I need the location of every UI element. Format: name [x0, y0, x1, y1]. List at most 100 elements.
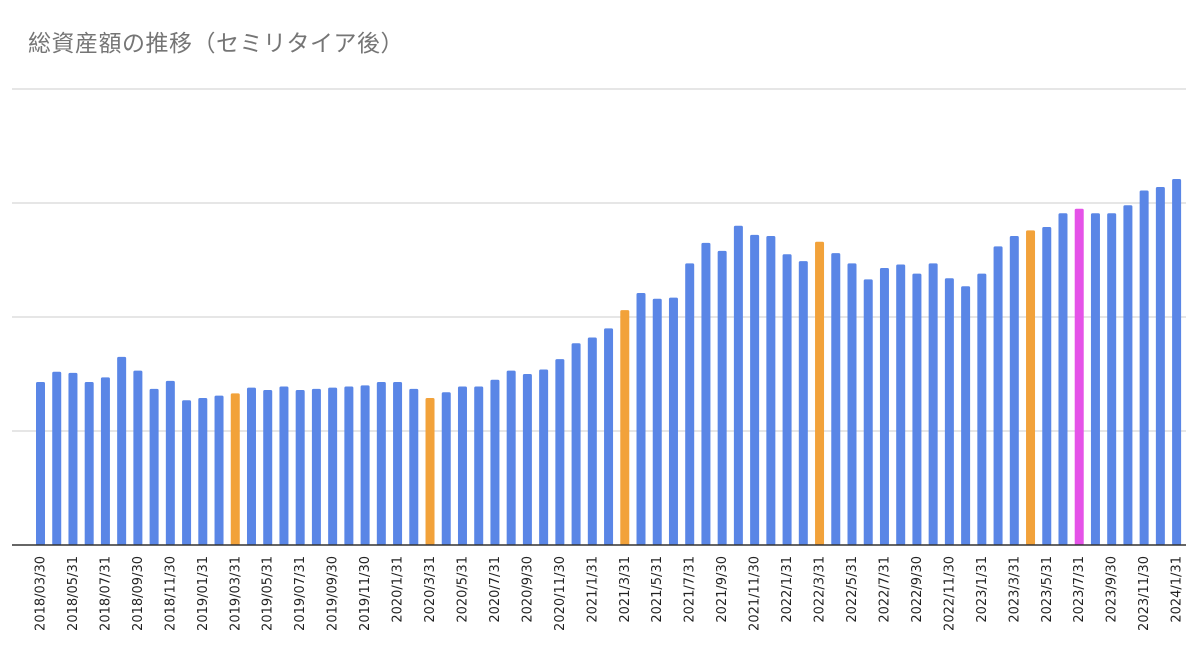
- bar: [214, 395, 224, 545]
- bar: [474, 386, 484, 545]
- x-tick-label: 2023/7/31: [1072, 556, 1087, 623]
- bar: [750, 234, 760, 546]
- bar: [344, 386, 354, 545]
- bar: [1074, 208, 1084, 545]
- bar: [1172, 179, 1182, 545]
- bar: [376, 381, 386, 545]
- x-tick-label: 2021/3/31: [618, 556, 633, 623]
- bar: [701, 242, 711, 545]
- bars: [36, 179, 1182, 546]
- bar: [1026, 230, 1036, 546]
- bar: [912, 273, 922, 545]
- bar: [1123, 205, 1133, 545]
- x-tick-label: 2019/05/31: [261, 556, 276, 631]
- bar: [587, 337, 597, 545]
- bar: [815, 241, 825, 545]
- bar: [620, 310, 630, 545]
- x-tick-label: 2023/3/31: [1007, 556, 1022, 623]
- x-tick-label: 2023/1/31: [975, 556, 990, 623]
- bar: [133, 370, 143, 545]
- bar: [393, 381, 403, 545]
- bar: [928, 263, 938, 545]
- bar: [717, 250, 727, 545]
- bar: [311, 388, 321, 545]
- bar: [490, 379, 500, 545]
- bar: [782, 254, 792, 546]
- bar: [52, 371, 62, 545]
- bar: [668, 297, 678, 545]
- bar: [522, 374, 532, 545]
- bar: [685, 263, 695, 545]
- bar: [555, 359, 565, 545]
- bar: [409, 388, 419, 545]
- x-tick-label: 2021/11/30: [748, 556, 763, 631]
- bar: [571, 343, 581, 545]
- bar: [84, 381, 94, 545]
- bar: [863, 279, 873, 545]
- bar: [1139, 190, 1149, 545]
- x-tick-label: 2020/9/30: [520, 556, 535, 623]
- x-tick-label: 2018/09/30: [131, 556, 146, 631]
- bar: [506, 370, 516, 545]
- gridlines: [12, 88, 1186, 432]
- bar: [117, 356, 127, 545]
- bar: [879, 267, 889, 545]
- bar: [165, 380, 175, 545]
- bar: [766, 236, 776, 545]
- bar: [36, 381, 45, 545]
- bar: [230, 393, 240, 545]
- x-tick-label: 2018/11/30: [163, 556, 178, 631]
- x-tick-label: 2024/1/31: [1170, 556, 1185, 623]
- bar: [279, 386, 289, 545]
- bar: [961, 286, 971, 545]
- bar: [1107, 213, 1117, 545]
- x-tick-label: 2022/7/31: [877, 556, 892, 623]
- x-tick-label: 2023/11/30: [1137, 556, 1152, 631]
- bar: [944, 278, 954, 545]
- bar: [295, 389, 305, 545]
- bar: [425, 397, 435, 545]
- x-tick-label: 2022/3/31: [813, 556, 828, 623]
- bar: [733, 225, 743, 546]
- bar: [652, 298, 662, 545]
- bar: [896, 264, 906, 545]
- bar: [993, 246, 1003, 545]
- x-tick-label: 2023/5/31: [1040, 556, 1055, 623]
- bar: [847, 263, 857, 545]
- bar: [798, 261, 808, 545]
- x-tick-label: 2019/01/31: [196, 556, 211, 631]
- x-tick-label: 2020/1/31: [391, 556, 406, 623]
- bar: [604, 328, 614, 545]
- bar: [457, 386, 467, 545]
- bar: [441, 392, 451, 545]
- x-tick-label: 2021/5/31: [650, 556, 665, 623]
- x-tick-label: 2022/5/31: [845, 556, 860, 623]
- x-tick-label: 2019/03/31: [228, 556, 243, 631]
- x-tick-label: 2020/5/31: [455, 556, 470, 623]
- bar: [1090, 213, 1100, 545]
- x-tick-label: 2019/07/31: [293, 556, 308, 631]
- bar: [831, 253, 841, 545]
- x-tick-label: 2018/05/31: [66, 556, 81, 631]
- bar: [1058, 213, 1068, 545]
- x-tick-label: 2018/03/30: [34, 556, 49, 631]
- bar: [182, 400, 192, 545]
- bar: [100, 377, 110, 545]
- x-tick-label: 2020/7/31: [488, 556, 503, 623]
- x-tick-label: 2019/11/30: [358, 556, 373, 631]
- x-tick-label: 2019/09/30: [326, 556, 341, 631]
- x-tick-label: 2018/07/31: [98, 556, 113, 631]
- bar: [636, 293, 646, 545]
- x-tick-label: 2022/9/30: [910, 556, 925, 623]
- x-tick-label: 2021/9/30: [715, 556, 730, 623]
- x-tick-label: 2023/9/30: [1105, 556, 1120, 623]
- x-tick-label: 2022/11/30: [942, 556, 957, 631]
- bar: [360, 385, 370, 545]
- bar: [198, 397, 208, 545]
- x-tick-label: 2020/3/31: [423, 556, 438, 623]
- bar: [1155, 187, 1165, 546]
- x-tick-labels: 2018/03/30 2018/05/31 2018/07/31 2018/09/30…: [34, 556, 1185, 631]
- bar: [539, 369, 549, 545]
- chart-title: 総資産額の推移（セミリタイア後）: [28, 31, 404, 57]
